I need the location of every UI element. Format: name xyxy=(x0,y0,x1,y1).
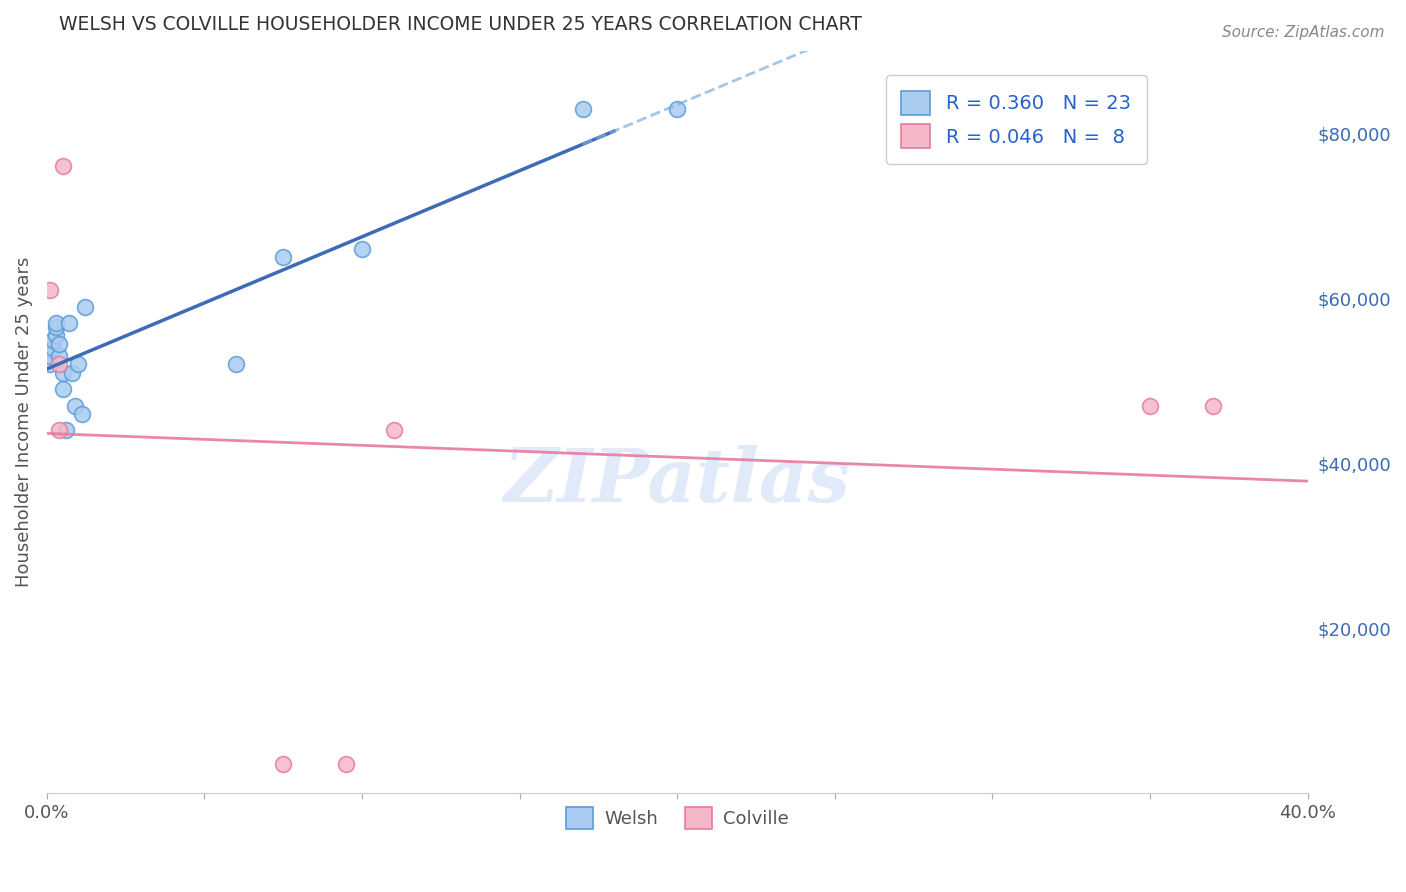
Point xyxy=(42,341,65,355)
Point xyxy=(1202,399,1225,413)
Point xyxy=(65,399,87,413)
Point xyxy=(352,242,374,256)
Point xyxy=(1139,399,1161,413)
Point xyxy=(58,316,80,330)
Point xyxy=(70,407,93,421)
Point xyxy=(382,423,405,437)
Point xyxy=(571,102,593,116)
Point xyxy=(666,102,689,116)
Point xyxy=(48,423,70,437)
Point xyxy=(52,382,75,396)
Point xyxy=(52,366,75,380)
Point xyxy=(225,357,247,371)
Point xyxy=(45,316,67,330)
Point xyxy=(45,320,67,334)
Point xyxy=(48,357,70,371)
Point xyxy=(60,366,83,380)
Point xyxy=(45,328,67,343)
Point xyxy=(55,423,77,437)
Point xyxy=(39,283,62,297)
Point xyxy=(39,349,62,363)
Point xyxy=(73,300,96,314)
Point xyxy=(335,757,357,772)
Text: WELSH VS COLVILLE HOUSEHOLDER INCOME UNDER 25 YEARS CORRELATION CHART: WELSH VS COLVILLE HOUSEHOLDER INCOME UND… xyxy=(59,15,862,34)
Point xyxy=(39,357,62,371)
Point xyxy=(48,349,70,363)
Point xyxy=(271,250,294,264)
Text: ZIPatlas: ZIPatlas xyxy=(503,445,851,517)
Point xyxy=(67,357,90,371)
Y-axis label: Householder Income Under 25 years: Householder Income Under 25 years xyxy=(15,257,32,587)
Point xyxy=(52,159,75,173)
Text: Source: ZipAtlas.com: Source: ZipAtlas.com xyxy=(1222,25,1385,40)
Point xyxy=(42,333,65,347)
Legend: Welsh, Colville: Welsh, Colville xyxy=(558,800,796,837)
Point xyxy=(48,336,70,351)
Point xyxy=(271,757,294,772)
